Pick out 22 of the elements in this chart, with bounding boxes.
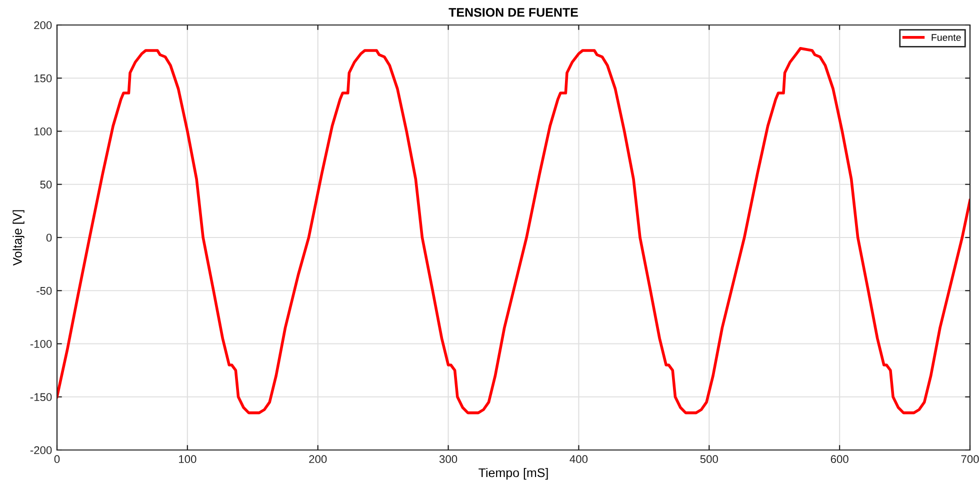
x-axis-title: Tiempo [mS] bbox=[478, 468, 548, 480]
y-tick-label: -100 bbox=[30, 340, 52, 348]
x-tick-label: 600 bbox=[830, 455, 848, 464]
y-tick-label: 50 bbox=[40, 180, 52, 189]
x-tick-label: 200 bbox=[309, 455, 327, 464]
y-tick-label: -50 bbox=[36, 286, 52, 295]
y-tick-label: -200 bbox=[30, 446, 52, 454]
line-series bbox=[57, 46, 970, 414]
x-tick-label: 400 bbox=[570, 455, 588, 464]
chart-title: TENSION DE FUENTE bbox=[448, 8, 578, 17]
y-tick-label: -150 bbox=[30, 393, 52, 402]
y-tick-label: 150 bbox=[34, 74, 52, 82]
x-tick-label: 300 bbox=[439, 455, 458, 464]
legend-label: Fuente bbox=[932, 34, 961, 41]
x-tick-label: 500 bbox=[700, 455, 718, 464]
x-tick-label: 100 bbox=[179, 455, 196, 464]
y-tick-label: 100 bbox=[34, 128, 52, 136]
y-tick-label: 200 bbox=[34, 21, 52, 30]
y-axis-title: Voltaje [V] bbox=[12, 210, 24, 266]
x-tick-label: 700 bbox=[961, 455, 979, 464]
x-tick-label: 0 bbox=[54, 455, 60, 464]
y-tick-label: 0 bbox=[46, 234, 52, 242]
